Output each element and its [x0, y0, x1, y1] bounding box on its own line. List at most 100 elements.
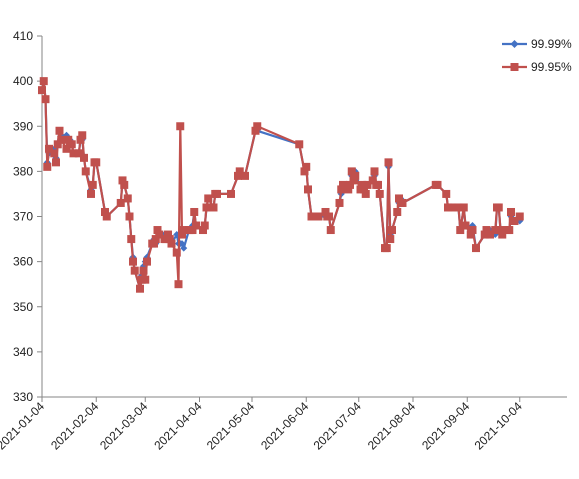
data-point [155, 230, 164, 239]
data-point [363, 180, 372, 189]
data-point [39, 77, 48, 86]
data-point [202, 203, 211, 212]
data-point [50, 149, 59, 158]
data-point [130, 266, 139, 275]
data-point [494, 203, 503, 212]
x-tick-label: 2021-10-04 [472, 399, 526, 453]
legend-swatch-marker [510, 40, 519, 48]
y-tick-label: 380 [13, 164, 33, 178]
data-point [172, 248, 181, 257]
data-point [510, 217, 519, 226]
series-1 [38, 77, 524, 293]
data-point [321, 207, 330, 216]
data-point [253, 122, 262, 131]
data-point [67, 140, 76, 149]
y-ticks: 330 340 350 360 370 380 390 400 410 [13, 29, 42, 404]
legend-swatch-marker [510, 63, 519, 71]
data-point [164, 230, 172, 239]
data-point [347, 167, 356, 176]
legend-item: 99.95% [502, 60, 572, 74]
data-point [41, 95, 50, 104]
data-point [213, 189, 221, 198]
data-point [461, 221, 470, 230]
data-point [176, 122, 185, 131]
data-point [101, 207, 109, 216]
legend-label: 99.95% [531, 60, 572, 74]
legend: 99.99% 99.95% [502, 37, 572, 74]
data-point [337, 185, 346, 194]
y-tick-label: 370 [13, 210, 33, 224]
data-point [118, 176, 127, 185]
data-point [143, 257, 151, 266]
data-point [295, 140, 304, 149]
data-point [204, 194, 213, 203]
data-point [92, 158, 101, 167]
data-point [125, 212, 134, 221]
data-point [43, 162, 52, 171]
data-point [486, 230, 494, 239]
series-layer [38, 77, 524, 293]
x-tick-label: 2021-06-04 [258, 399, 312, 453]
data-point [496, 226, 505, 235]
data-point [116, 198, 125, 207]
data-point [360, 185, 368, 194]
data-point [361, 189, 370, 198]
legend-item: 99.99% [502, 37, 572, 51]
data-point [351, 171, 360, 180]
data-point [498, 230, 507, 239]
data-point [76, 135, 85, 144]
data-point [209, 203, 218, 212]
data-point [505, 226, 514, 235]
x-tick-label: 2021-07-04 [311, 399, 365, 453]
data-point [349, 176, 358, 185]
x-tick-label: 2021-08-04 [365, 399, 419, 453]
y-tick-label: 360 [13, 255, 33, 269]
series-2 [38, 77, 524, 293]
data-point [80, 153, 88, 162]
data-point [339, 180, 347, 189]
data-point [480, 230, 489, 239]
data-point [241, 171, 249, 180]
data-point [395, 194, 403, 203]
data-point [251, 126, 260, 135]
data-point [88, 180, 97, 189]
data-point [344, 185, 353, 194]
data-point [388, 226, 396, 235]
data-point [302, 162, 311, 171]
data-point [165, 235, 174, 244]
data-point [393, 207, 402, 216]
data-point [45, 144, 53, 153]
data-point [300, 167, 309, 176]
data-point [167, 239, 176, 248]
x-tick-label: 2021-09-04 [419, 399, 473, 453]
y-tick-label: 400 [13, 74, 33, 88]
data-point [38, 86, 46, 95]
data-point [507, 207, 515, 216]
data-point [468, 226, 477, 235]
data-point [136, 284, 144, 293]
data-point [326, 226, 335, 235]
data-point [199, 226, 207, 235]
data-point [234, 171, 242, 180]
data-point [335, 198, 344, 207]
data-point [87, 189, 95, 198]
data-point [482, 226, 491, 235]
data-point [179, 226, 188, 235]
data-point [52, 158, 60, 167]
x-tick-label: 2021-01-04 [0, 399, 47, 453]
data-point [178, 230, 186, 239]
y-tick-label: 330 [13, 390, 33, 404]
legend-label: 99.99% [531, 37, 572, 51]
data-point [398, 198, 407, 207]
data-point [180, 244, 188, 252]
data-point [78, 131, 87, 140]
data-point [454, 203, 463, 212]
data-point [74, 149, 83, 158]
data-point [433, 180, 442, 189]
data-point [57, 135, 66, 144]
data-point [447, 203, 456, 212]
data-point [188, 226, 197, 235]
data-point [491, 226, 500, 235]
data-point [151, 235, 160, 244]
data-point [235, 167, 244, 176]
